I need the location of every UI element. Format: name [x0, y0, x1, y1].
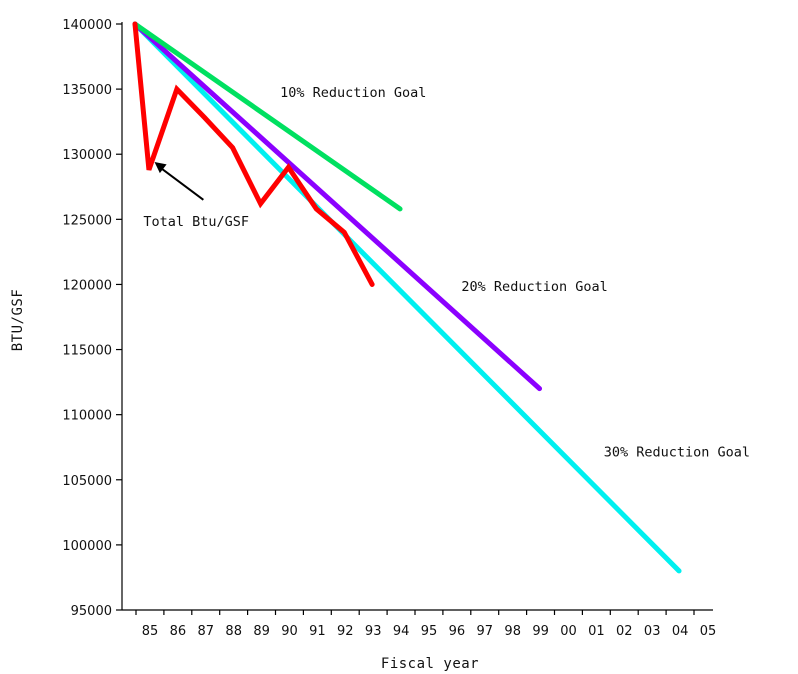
y-tick-label: 135000	[62, 83, 112, 98]
x-tick-label: 88	[225, 624, 242, 639]
x-ticks: 85 86 87 88 89 90 91 92 93 94 95 96 97 98 99 00 01 02 03 04…	[135, 610, 717, 639]
x-tick-label: 95	[421, 624, 438, 639]
y-tick-label: 125000	[62, 213, 112, 228]
x-tick-label: 90	[281, 624, 298, 639]
x-tick-label: 00	[560, 624, 577, 639]
y-tick-label: 95000	[71, 604, 112, 619]
x-tick-label: 98	[504, 624, 521, 639]
x-tick-label: 99	[532, 624, 549, 639]
x-tick-label: 04	[672, 624, 689, 639]
x-tick-label: 97	[477, 624, 494, 639]
annotation-label: 20% Reduction Goal	[461, 279, 607, 295]
y-tick-label: 100000	[62, 539, 112, 554]
x-tick-label: 89	[253, 624, 270, 639]
y-tick-label: 105000	[62, 474, 112, 489]
series-line-30-reduction-goal	[132, 21, 682, 574]
x-axis-label: Fiscal year	[381, 656, 479, 672]
y-tick-label: 140000	[62, 18, 112, 33]
y-tick-label: 120000	[62, 278, 112, 293]
x-tick-label: 86	[170, 624, 187, 639]
x-tick-label: 92	[337, 624, 354, 639]
series-line-total-btu-gsf	[132, 21, 375, 287]
x-tick-label: 87	[198, 624, 215, 639]
annotations-group: 10% Reduction Goal 20% Reduction Goal 30% …	[143, 85, 750, 460]
y-tick-label: 115000	[62, 344, 112, 359]
y-axis-label: BTU/GSF	[10, 289, 26, 352]
x-tick-label: 93	[365, 624, 382, 639]
y-tick-label: 110000	[62, 409, 112, 424]
x-tick-label: 01	[588, 624, 605, 639]
series-group	[132, 21, 682, 574]
x-tick-label: 91	[309, 624, 326, 639]
x-tick-label: 94	[393, 624, 410, 639]
annotation-label: 10% Reduction Goal	[280, 85, 426, 101]
y-tick-label: 130000	[62, 148, 112, 163]
y-ticks: 95000 100000 105000 110000 115000 120000 12500…	[62, 18, 122, 619]
annotation-arrow-head	[154, 162, 167, 174]
annotation-label: Total Btu/GSF	[143, 214, 249, 230]
x-tick-label: 03	[644, 624, 661, 639]
x-tick-label: 02	[616, 624, 633, 639]
series-line-20-reduction-goal	[132, 21, 543, 392]
annotation-arrow-line	[158, 166, 204, 201]
series-line-10-reduction-goal	[132, 21, 403, 212]
x-tick-label: 05	[700, 624, 717, 639]
plot-area: 95000 100000 105000 110000 115000 120000 12500…	[62, 18, 750, 639]
annotation-label: 30% Reduction Goal	[604, 444, 750, 460]
x-tick-label: 85	[142, 624, 159, 639]
x-tick-label: 96	[449, 624, 466, 639]
